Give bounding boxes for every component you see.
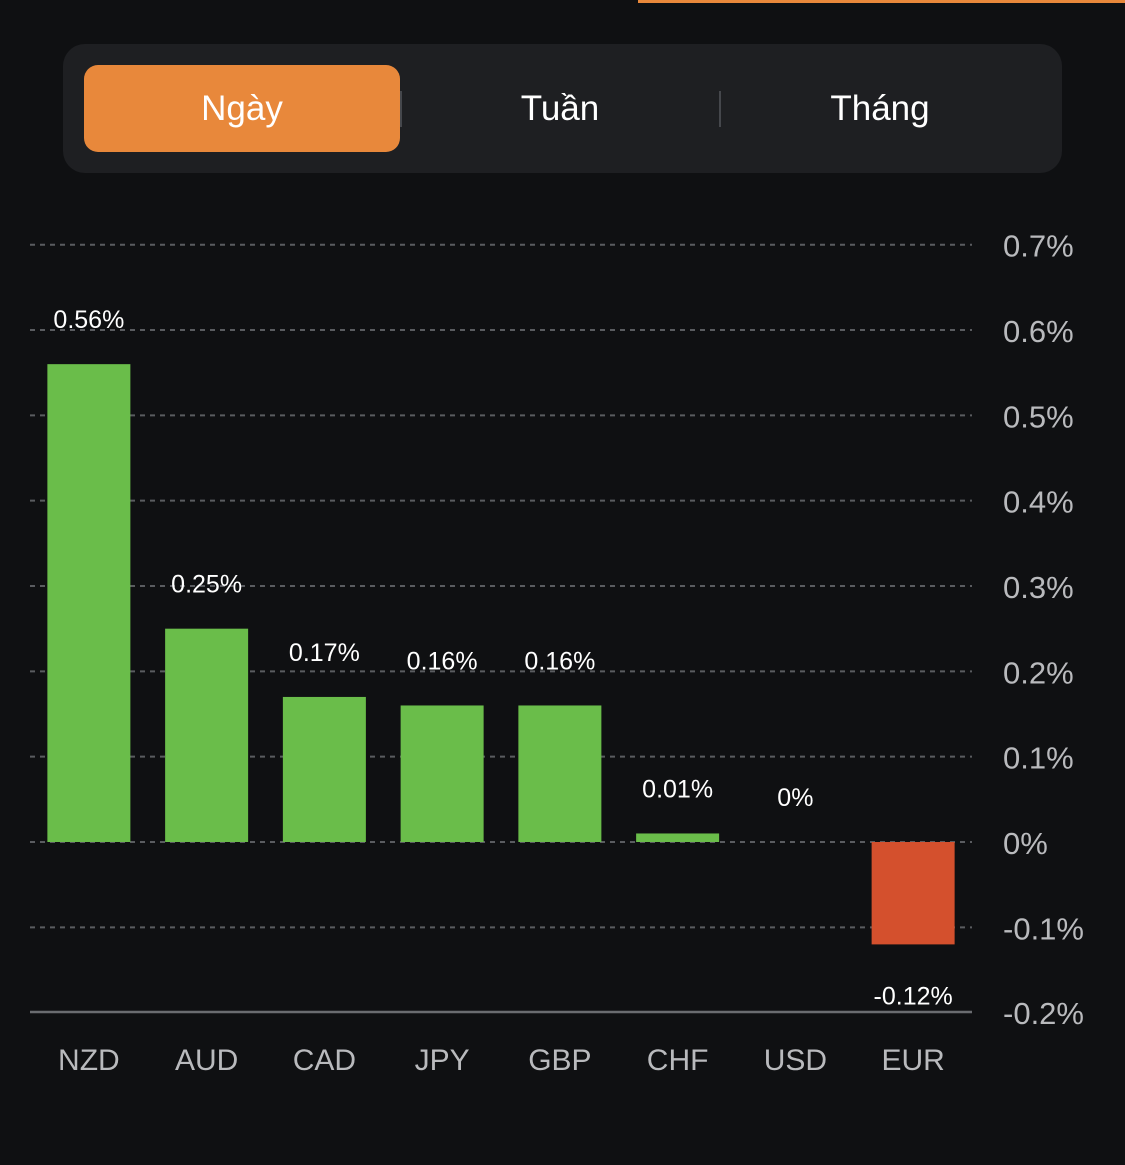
bar-cad: [282, 696, 366, 842]
y-tick-label: -0.1%: [1003, 911, 1084, 946]
value-label: 0%: [777, 784, 813, 812]
y-tick-label: 0.3%: [1003, 570, 1074, 605]
x-tick-label: AUD: [175, 1044, 238, 1077]
value-label: 0.01%: [642, 775, 713, 803]
bar-gbp: [518, 705, 602, 842]
y-tick-label: 0.1%: [1003, 741, 1074, 776]
bar-chf: [636, 833, 720, 842]
y-tick-label: 0.4%: [1003, 485, 1074, 520]
value-label: 0.16%: [524, 647, 595, 675]
tab-month[interactable]: Tháng: [830, 88, 930, 128]
bar-aud: [165, 628, 249, 842]
tab-divider: [719, 91, 721, 127]
x-tick-label: EUR: [881, 1044, 944, 1077]
y-tick-label: 0.5%: [1003, 399, 1074, 434]
value-label: 0.17%: [289, 639, 360, 667]
bar-eur: [871, 842, 955, 945]
x-tick-label: NZD: [58, 1044, 120, 1077]
y-tick-label: 0.2%: [1003, 655, 1074, 690]
value-label: 0.16%: [407, 647, 478, 675]
value-label: 0.25%: [171, 571, 242, 599]
tab-day[interactable]: Ngày: [84, 65, 400, 152]
y-tick-label: 0%: [1003, 826, 1048, 861]
x-tick-label: CHF: [647, 1044, 709, 1077]
period-segmented-control: Ngày Tuần Tháng: [63, 44, 1062, 173]
y-tick-label: -0.2%: [1003, 996, 1084, 1031]
x-tick-label: JPY: [415, 1044, 470, 1077]
tab-divider: [400, 91, 402, 127]
y-tick-label: 0.6%: [1003, 314, 1074, 349]
tab-week[interactable]: Tuần: [520, 88, 600, 128]
bar-nzd: [47, 364, 131, 842]
top-accent-bar: [638, 0, 1125, 3]
x-tick-label: CAD: [293, 1044, 356, 1077]
x-tick-label: GBP: [528, 1044, 591, 1077]
value-label: -0.12%: [874, 982, 953, 1010]
value-label: 0.56%: [53, 306, 124, 334]
x-tick-label: USD: [764, 1044, 827, 1077]
bar-jpy: [400, 705, 484, 842]
y-tick-label: 0.7%: [1003, 229, 1074, 264]
